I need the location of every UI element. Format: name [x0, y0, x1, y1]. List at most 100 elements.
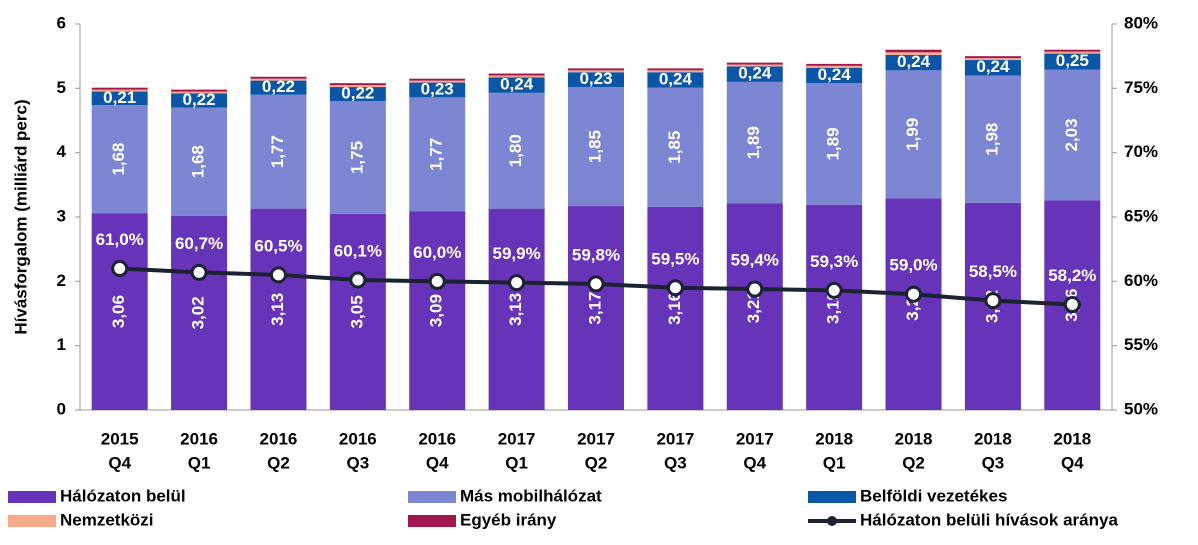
- y2-tick-label: 55%: [1124, 335, 1158, 354]
- bar-segment: [171, 107, 228, 216]
- line-marker: [666, 279, 684, 297]
- bar-segment: [329, 101, 386, 214]
- x-tick-label: 2017: [736, 429, 774, 448]
- line-marker: [746, 280, 764, 298]
- y2-tick-label: 75%: [1124, 78, 1158, 97]
- x-tick-label: 2015: [101, 429, 139, 448]
- bar-segment: [250, 208, 307, 410]
- x-tick-label: Q4: [743, 453, 766, 472]
- data-label: 0,21: [103, 88, 136, 107]
- data-label: 0,23: [421, 79, 454, 98]
- x-tick-label: Q3: [982, 453, 1005, 472]
- x-tick-label: 2016: [260, 429, 298, 448]
- data-label: 59,0%: [889, 256, 937, 275]
- bar-segment: [250, 94, 307, 209]
- line-marker: [190, 263, 208, 281]
- data-label: 0,25: [1056, 51, 1089, 70]
- bar-segment: [409, 211, 466, 410]
- bar-segment: [964, 58, 1021, 61]
- data-label: 1,89: [824, 127, 843, 160]
- data-label: 1,68: [109, 143, 128, 176]
- data-label: 58,2%: [1048, 266, 1096, 285]
- bar-segment: [806, 204, 863, 410]
- x-tick-label: Q2: [585, 453, 608, 472]
- bar-segment: [647, 206, 704, 410]
- bar-segment: [409, 78, 466, 81]
- data-label: 3,06: [109, 295, 128, 328]
- x-tick-label: 2018: [1053, 429, 1091, 448]
- data-label: 1,80: [506, 134, 525, 167]
- x-tick-label: Q1: [188, 453, 211, 472]
- bar-segment: [171, 93, 228, 108]
- bar-segment: [568, 72, 624, 88]
- legend-swatch: [8, 491, 56, 503]
- y-tick-label: 2: [57, 271, 66, 290]
- line-marker: [905, 285, 923, 303]
- bar-segment: [91, 213, 148, 410]
- line-marker: [428, 272, 446, 290]
- data-label: 1,99: [903, 118, 922, 151]
- bar-segment: [806, 63, 863, 66]
- bar-segment: [885, 54, 942, 71]
- bar-segment: [885, 49, 942, 53]
- data-label: 1,68: [189, 145, 208, 178]
- line-marker: [508, 274, 526, 292]
- data-label: 3,05: [347, 295, 366, 328]
- data-label: 60,5%: [254, 236, 302, 255]
- bar-segment: [647, 87, 704, 207]
- x-tick-label: 2017: [656, 429, 694, 448]
- bar-segment: [250, 78, 307, 81]
- data-label: 3,13: [506, 293, 525, 326]
- y-tick-label: 4: [57, 142, 67, 161]
- y2-tick-label: 65%: [1124, 206, 1158, 225]
- data-label: 1,85: [665, 131, 684, 164]
- x-tick-label: Q1: [823, 453, 846, 472]
- data-label: 0,24: [659, 69, 693, 88]
- x-tick-label: Q3: [347, 453, 370, 472]
- bar-segment: [91, 91, 148, 106]
- y2-tick-label: 60%: [1124, 271, 1158, 290]
- data-label: 1,89: [744, 126, 763, 159]
- x-tick-label: 2016: [180, 429, 218, 448]
- legend-marker: [827, 516, 837, 526]
- y-tick-label: 1: [57, 335, 66, 354]
- x-tick-label: Q3: [664, 453, 687, 472]
- bar-segment: [964, 75, 1021, 203]
- y-axis-title: Hívásforgalom (milliárd perc): [11, 99, 30, 334]
- bar-segment: [171, 89, 228, 92]
- legend-swatch: [808, 491, 856, 503]
- data-label: 1,98: [982, 123, 1001, 156]
- bar-segment: [91, 105, 148, 214]
- data-label: 0,24: [738, 64, 772, 83]
- data-label: 3,16: [665, 292, 684, 325]
- bar-segment: [726, 62, 783, 65]
- bar-segment: [250, 76, 307, 79]
- data-label: 0,24: [500, 75, 534, 94]
- x-tick-label: 2018: [895, 429, 933, 448]
- data-label: 59,9%: [493, 244, 541, 263]
- bar-segment: [250, 80, 307, 95]
- bar-segment: [885, 70, 942, 199]
- bar-segment: [568, 87, 624, 207]
- bar-segment: [329, 213, 386, 410]
- bar-segment: [488, 92, 545, 209]
- line-marker: [587, 275, 605, 293]
- y-tick-label: 3: [57, 206, 66, 225]
- bar-segment: [329, 83, 386, 86]
- x-tick-label: 2016: [418, 429, 456, 448]
- data-label: 2,03: [1062, 118, 1081, 151]
- bar-segment: [488, 77, 545, 93]
- bar-segment: [568, 68, 624, 71]
- data-label: 1,77: [268, 135, 287, 168]
- x-tick-label: 2017: [577, 429, 615, 448]
- data-label: 0,24: [976, 57, 1010, 76]
- bar-segment: [726, 203, 783, 410]
- y2-tick-label: 50%: [1124, 399, 1158, 418]
- y2-tick-label: 80%: [1124, 13, 1158, 32]
- bar-segment: [1044, 49, 1101, 52]
- data-label: 60,0%: [413, 243, 461, 262]
- data-label: 0,23: [579, 69, 612, 88]
- data-label: 60,1%: [334, 242, 382, 261]
- data-label: 3,21: [744, 290, 763, 323]
- data-label: 59,3%: [810, 252, 858, 271]
